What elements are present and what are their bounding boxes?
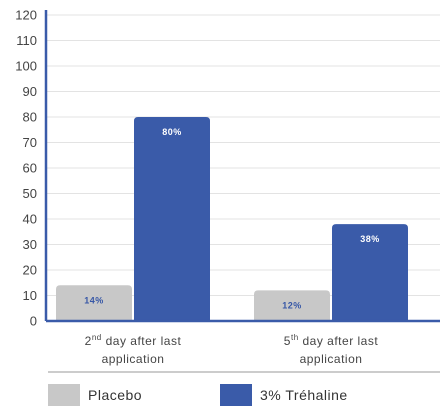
y-tick-label: 80 (23, 110, 37, 125)
y-tick-label: 90 (23, 84, 37, 99)
data-label: 12% (282, 300, 302, 310)
legend-label-trehaline: 3% Tréhaline (260, 387, 348, 403)
data-label: 38% (360, 234, 380, 244)
legend-item-trehaline: 3% Tréhaline (220, 384, 348, 406)
bars (56, 117, 408, 321)
data-label: 80% (162, 127, 182, 137)
legend-label-placebo: Placebo (88, 387, 143, 403)
x-axis-categories: 2nd day after last application 5th day aft… (85, 333, 379, 366)
bar (254, 290, 330, 321)
y-tick-label: 60 (23, 161, 37, 176)
category-label: 5th day after last (284, 333, 379, 348)
category-label: 2nd day after last (85, 333, 182, 348)
data-label: 14% (84, 295, 104, 305)
category-label-line2: application (102, 352, 165, 366)
legend-swatch-placebo (48, 384, 80, 406)
y-tick-label: 0 (30, 314, 37, 329)
y-tick-label: 20 (23, 263, 37, 278)
bar (134, 117, 210, 321)
y-axis-ticks: 0 10 20 30 40 50 60 70 80 90 100 110 120 (15, 8, 37, 329)
bar (332, 224, 408, 321)
legend-item-placebo: Placebo (48, 384, 142, 406)
y-tick-label: 100 (15, 59, 37, 74)
y-tick-label: 120 (15, 8, 37, 23)
legend-swatch-trehaline (220, 384, 252, 406)
y-tick-label: 40 (23, 212, 37, 227)
data-labels: 14% 12% 80% 38% (84, 127, 380, 310)
y-tick-label: 10 (23, 288, 37, 303)
gridlines (46, 14, 440, 296)
y-tick-label: 30 (23, 237, 37, 252)
y-tick-label: 110 (16, 33, 37, 48)
bar-chart: 0 10 20 30 40 50 60 70 80 90 100 110 120 14% 12% 80% 38… (15, 8, 440, 373)
bar (56, 285, 132, 321)
y-tick-label: 70 (23, 135, 37, 150)
category-label-line2: application (300, 352, 363, 366)
y-tick-label: 50 (23, 186, 37, 201)
